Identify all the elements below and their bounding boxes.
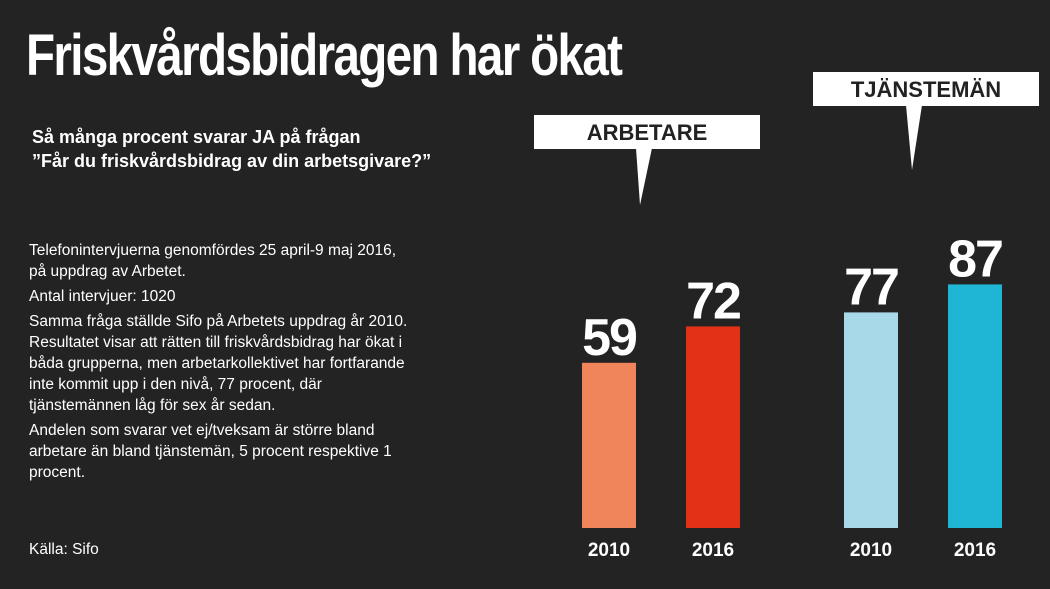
- question-line-2: ”Får du friskvårdsbidrag av din arbetsgi…: [32, 151, 432, 171]
- tjansteman-label-text: TJÄNSTEMÄN: [851, 77, 1001, 102]
- info-paragraph-3: Samma fråga ställde Sifo på Arbetets upp…: [29, 313, 408, 414]
- survey-question: Så många procent svarar JA på frågan ”Få…: [32, 125, 502, 173]
- bar-tjansteman-2010: [844, 312, 898, 528]
- info-paragraph-2: Antal intervjuer: 1020: [29, 288, 176, 305]
- bar-arbetare-2010: [582, 362, 636, 528]
- info-paragraph-4: Andelen som svarar vet ej/tveksam är stö…: [29, 422, 392, 481]
- arbetare-label-box: [534, 115, 760, 149]
- group-label-tjansteman: TJÄNSTEMÄN: [813, 72, 1039, 170]
- arbetare-label-pointer: [636, 148, 652, 205]
- bar-arbetare-2016: [686, 326, 740, 528]
- year-label-tjansteman-2016: 2016: [954, 540, 996, 561]
- source-credit: Källa: Sifo: [29, 541, 99, 558]
- methodology-text: Telefonintervjuerna genomfördes 25 april…: [29, 240, 409, 487]
- value-label-arbetare-2010: 59: [582, 309, 636, 367]
- value-label-tjansteman-2010: 77: [844, 258, 898, 316]
- value-label-arbetare-2016: 72: [686, 272, 740, 330]
- group-label-arbetare: ARBETARE: [534, 115, 760, 205]
- info-paragraph-1: Telefonintervjuerna genomfördes 25 april…: [29, 242, 397, 280]
- arbetare-label-text: ARBETARE: [587, 120, 708, 145]
- question-emphasis: JA: [252, 127, 275, 147]
- value-label-tjansteman-2016: 87: [948, 230, 1002, 288]
- year-label-tjansteman-2010: 2010: [850, 540, 892, 561]
- year-label-arbetare-2016: 2016: [692, 540, 734, 561]
- bar-tjansteman-2016: [948, 284, 1002, 528]
- tjansteman-label-box: [813, 72, 1039, 106]
- tjansteman-label-pointer: [906, 105, 922, 170]
- question-suffix: på frågan: [274, 127, 361, 147]
- page-title: Friskvårdsbidragen har ökat: [26, 23, 623, 88]
- question-prefix: Så många procent svarar: [32, 127, 253, 147]
- question-line-1: Så många procent svarar JA på frågan: [32, 125, 502, 149]
- year-label-arbetare-2010: 2010: [588, 540, 630, 561]
